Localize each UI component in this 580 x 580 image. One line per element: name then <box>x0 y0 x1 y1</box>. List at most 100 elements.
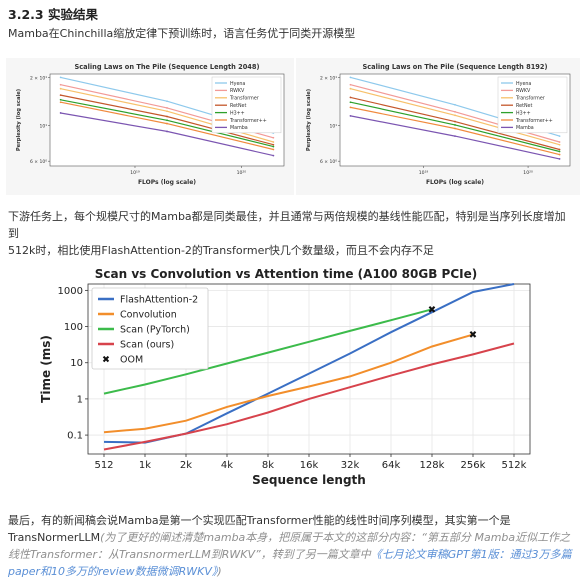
legend-label: Hyena <box>230 81 245 87</box>
data-point <box>272 143 275 146</box>
y-tick-label: 10¹ <box>329 124 337 130</box>
downstream-line-2: 512k时，相比使用FlashAttention-2的Transformer快几… <box>8 244 434 257</box>
chart-title: Scaling Laws on The Pile (Sequence Lengt… <box>75 63 260 71</box>
legend-label: Scan (ours) <box>120 340 174 351</box>
series-line <box>103 342 515 451</box>
y-tick-label: 6 × 10⁰ <box>30 159 47 165</box>
series-line <box>103 308 433 395</box>
legend-label: Convolution <box>120 310 177 321</box>
x-tick-label: 128k <box>420 460 445 471</box>
x-tick-label: 16k <box>300 460 319 471</box>
data-point <box>272 136 275 139</box>
legend-label: RWKV <box>230 88 245 94</box>
legend-label: Mamba <box>516 125 534 131</box>
legend-box <box>91 287 209 370</box>
y-tick-label: 2 × 10¹ <box>320 75 337 81</box>
series-line <box>103 333 474 434</box>
legend-label: FlashAttention-2 <box>120 295 198 306</box>
data-point <box>454 103 456 106</box>
x-tick-label: 256k <box>461 460 486 471</box>
x-axis-label: FLOPs (log scale) <box>138 179 196 186</box>
x-tick-label: 1k <box>139 460 151 471</box>
data-point <box>558 153 561 156</box>
legend-oom-marker: ✖ <box>102 355 110 366</box>
x-tick-label: 512 <box>94 460 113 471</box>
data-point <box>349 101 352 104</box>
legend-label: Mamba <box>230 125 248 131</box>
y-tick-label: 0.1 <box>67 431 83 442</box>
scaling-chart-8192: Scaling Laws on The Pile (Sequence Lengt… <box>296 58 580 195</box>
x-tick-label: 4k <box>221 460 233 471</box>
data-point <box>272 145 275 148</box>
data-point <box>558 158 561 160</box>
x-tick-label: 512k <box>502 460 527 471</box>
x-axis-label: Sequence length <box>252 473 366 487</box>
data-point <box>558 141 561 143</box>
closing-text: 最后，有的新闻稿会说Mamba是第一个实现匹配Transformer性能的线性时… <box>8 514 511 544</box>
data-point <box>558 148 561 151</box>
legend-label: OOM <box>120 355 143 366</box>
oom-marker: ✖ <box>469 330 477 341</box>
data-point <box>454 127 456 130</box>
downstream-paragraph: 下游任务上，每个规模尺寸的Mamba都是同类最佳，并且通常与两倍规模的基线性能匹… <box>8 208 576 259</box>
y-tick-label: 100 <box>64 322 83 333</box>
data-point <box>454 110 456 113</box>
legend-box <box>211 76 282 134</box>
x-tick-label: 64k <box>382 460 401 471</box>
closing-note: (为了更好的阐述清楚mamba本身，把原属于本文的这部分内容：“第五部分 Mam… <box>8 531 571 561</box>
y-tick-label: 1 <box>77 394 83 405</box>
chart-title: Scan vs Convolution vs Attention time (A… <box>95 267 477 281</box>
x-tick-label: 10¹⁹ <box>419 170 429 176</box>
data-point <box>349 87 352 90</box>
x-tick-label: 10¹⁹ <box>130 170 140 176</box>
y-axis-label: Time (ms) <box>39 335 53 403</box>
data-point <box>272 141 275 143</box>
x-tick-label: 10²⁰ <box>237 170 247 176</box>
closing-paragraph: 最后，有的新闻稿会说Mamba是第一个实现匹配Transformer性能的线性时… <box>8 512 580 580</box>
legend-label: Transformer <box>229 96 259 102</box>
scan-time-chart: Scan vs Convolution vs Attention time (A… <box>30 262 542 494</box>
legend-label: RetNet <box>516 103 532 109</box>
data-point <box>454 120 456 123</box>
data-point <box>166 115 168 118</box>
x-tick-label: 10²⁰ <box>523 170 533 176</box>
data-point <box>166 100 168 103</box>
data-point <box>166 122 168 125</box>
data-point <box>272 154 275 157</box>
plot-frame <box>87 283 531 455</box>
data-point <box>349 106 352 109</box>
legend-label: RetNet <box>230 103 246 109</box>
data-point <box>349 76 352 79</box>
data-point <box>59 76 62 79</box>
data-point <box>558 143 561 146</box>
y-tick-label: 10¹ <box>39 124 47 130</box>
data-point <box>349 96 352 99</box>
data-point <box>59 94 62 97</box>
section-title: 3.2.3 实验结果 <box>8 7 98 22</box>
y-tick-label: 2 × 10¹ <box>30 75 47 81</box>
legend-label: H3++ <box>516 110 531 116</box>
data-point <box>59 83 62 86</box>
legend-label: RWKV <box>516 88 531 94</box>
legend-label: Transformer++ <box>515 118 553 124</box>
data-point <box>59 87 62 90</box>
legend-label: Transformer++ <box>229 118 267 124</box>
downstream-line-1: 下游任务上，每个规模尺寸的Mamba都是同类最佳，并且通常与两倍规模的基线性能匹… <box>8 210 566 240</box>
data-point <box>349 83 352 86</box>
scaling-chart-2048: Scaling Laws on The Pile (Sequence Lengt… <box>6 58 294 195</box>
data-point <box>166 119 168 122</box>
data-point <box>349 115 352 117</box>
data-point <box>558 135 561 138</box>
legend-label: Hyena <box>516 81 531 87</box>
legend-label: Transformer <box>515 96 545 102</box>
data-point <box>454 135 456 138</box>
data-point <box>166 110 168 113</box>
x-tick-label: 2k <box>180 460 192 471</box>
x-tick-label: 8k <box>262 460 274 471</box>
x-tick-label: 32k <box>341 460 360 471</box>
data-point <box>558 150 561 153</box>
y-tick-label: 10 <box>70 358 83 369</box>
data-point <box>59 112 62 114</box>
intro-paragraph: Mamba在Chinchilla缩放定律下预训练时，语言任务优于同类开源模型 <box>8 27 356 40</box>
data-point <box>59 98 62 101</box>
